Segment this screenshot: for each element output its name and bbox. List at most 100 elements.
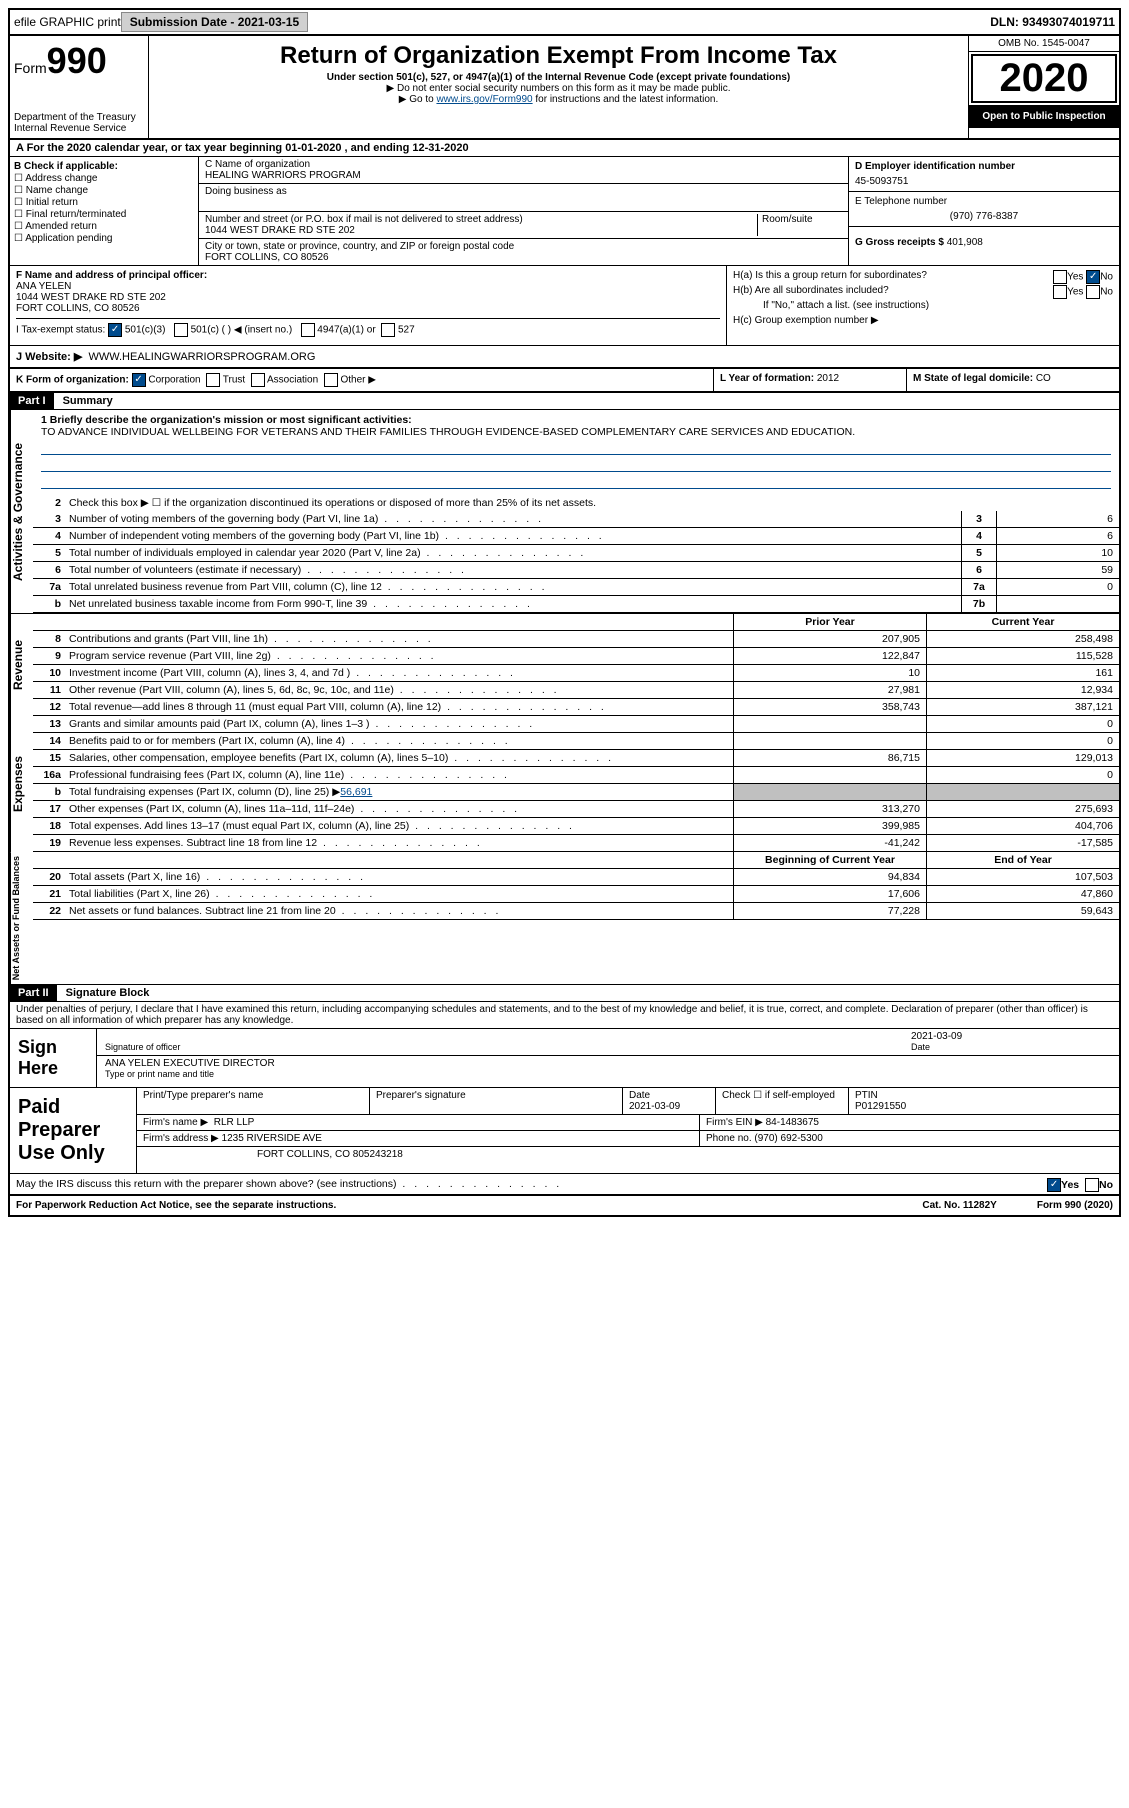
- chk-ha-no[interactable]: ✓: [1086, 270, 1100, 284]
- dln: DLN: 93493074019711: [990, 15, 1115, 29]
- officer-signature[interactable]: Signature of officer: [97, 1029, 903, 1056]
- section-f: F Name and address of principal officer:…: [10, 266, 727, 345]
- state-domicile: CO: [1036, 373, 1051, 384]
- line-b: bNet unrelated business taxable income f…: [33, 596, 1119, 613]
- chk-501c[interactable]: [174, 323, 188, 337]
- public-inspection: Open to Public Inspection: [969, 105, 1119, 128]
- revenue-block: Revenue Prior YearCurrent Year 8Contribu…: [10, 613, 1119, 716]
- section-fh: F Name and address of principal officer:…: [10, 266, 1119, 346]
- calendar-year-line: A For the 2020 calendar year, or tax yea…: [10, 140, 1119, 157]
- org-name: HEALING WARRIORS PROGRAM: [205, 170, 842, 181]
- line-9: 9Program service revenue (Part VIII, lin…: [33, 648, 1119, 665]
- officer-name: ANA YELEN: [16, 281, 71, 292]
- officer-print-name: ANA YELEN EXECUTIVE DIRECTOR: [105, 1058, 275, 1069]
- section-c: C Name of organizationHEALING WARRIORS P…: [199, 157, 848, 265]
- subtitle-2: ▶ Do not enter social security numbers o…: [153, 83, 964, 94]
- submission-date-btn[interactable]: Submission Date - 2021-03-15: [121, 12, 308, 32]
- chk-527荒[interactable]: [381, 323, 395, 337]
- line-21: 21Total liabilities (Part X, line 26)17,…: [33, 886, 1119, 903]
- line-22: 22Net assets or fund balances. Subtract …: [33, 903, 1119, 920]
- gross-receipts: 401,908: [947, 237, 983, 248]
- form-ref: Form 990 (2020): [1037, 1200, 1113, 1211]
- tab-expenses: Expenses: [10, 716, 33, 852]
- line-19: 19Revenue less expenses. Subtract line 1…: [33, 835, 1119, 852]
- line-13: 13Grants and similar amounts paid (Part …: [33, 716, 1119, 733]
- efile-label: efile GRAPHIC print: [14, 15, 121, 29]
- line-12: 12Total revenue—add lines 8 through 11 (…: [33, 699, 1119, 716]
- line-16a: 16aProfessional fundraising fees (Part I…: [33, 767, 1119, 784]
- top-bar: efile GRAPHIC print Submission Date - 20…: [10, 10, 1119, 36]
- chk-amended[interactable]: ☐ Amended return: [14, 221, 194, 232]
- line-5: 5Total number of individuals employed in…: [33, 545, 1119, 562]
- line-4: 4Number of independent voting members of…: [33, 528, 1119, 545]
- line-14: 14Benefits paid to or for members (Part …: [33, 733, 1119, 750]
- header-center: Return of Organization Exempt From Incom…: [149, 36, 968, 138]
- part1-header: Part I Summary: [10, 393, 1119, 410]
- section-b: B Check if applicable: ☐ Address change …: [10, 157, 199, 265]
- tab-net-assets: Net Assets or Fund Balances: [10, 852, 33, 984]
- dept-label: Department of the Treasury Internal Reve…: [14, 112, 144, 134]
- sign-here: Sign Here Signature of officer2021-03-09…: [10, 1029, 1119, 1088]
- chk-discuss-yes[interactable]: ✓: [1047, 1178, 1061, 1192]
- ptin: P01291550: [855, 1101, 906, 1112]
- line-7a: 7aTotal unrelated business revenue from …: [33, 579, 1119, 596]
- col-current-year: Current Year: [926, 614, 1119, 630]
- paid-preparer: Paid Preparer Use Only Print/Type prepar…: [10, 1088, 1119, 1174]
- declaration: Under penalties of perjury, I declare th…: [10, 1002, 1119, 1029]
- form-header: Form990 Department of the Treasury Inter…: [10, 36, 1119, 140]
- phone: (970) 776-8387: [855, 211, 1113, 222]
- chk-discuss-no[interactable]: [1085, 1178, 1099, 1192]
- part2-header: Part II Signature Block: [10, 984, 1119, 1002]
- ein: 45-5093751: [855, 176, 1113, 187]
- line-8: 8Contributions and grants (Part VIII, li…: [33, 631, 1119, 648]
- header-right: OMB No. 1545-0047 2020 Open to Public In…: [968, 36, 1119, 138]
- irs-link[interactable]: www.irs.gov/Form990: [436, 94, 532, 105]
- tab-revenue: Revenue: [10, 614, 33, 716]
- line-18: 18Total expenses. Add lines 13–17 (must …: [33, 818, 1119, 835]
- org-address: 1044 WEST DRAKE RD STE 202: [205, 225, 757, 236]
- line-17: 17Other expenses (Part IX, column (A), l…: [33, 801, 1119, 818]
- chk-name[interactable]: ☐ Name change: [14, 185, 194, 196]
- line-20: 20Total assets (Part X, line 16)94,83410…: [33, 869, 1119, 886]
- sign-date: 2021-03-09: [911, 1031, 962, 1042]
- year-formation: 2012: [817, 373, 839, 384]
- tax-year: 2020: [971, 54, 1117, 103]
- firm-phone: (970) 692-5300: [754, 1133, 822, 1144]
- mission: 1 Briefly describe the organization's mi…: [33, 410, 1119, 495]
- line-6: 6Total number of volunteers (estimate if…: [33, 562, 1119, 579]
- section-bcd: B Check if applicable: ☐ Address change …: [10, 157, 1119, 266]
- omb-no: OMB No. 1545-0047: [969, 36, 1119, 52]
- expenses-block: Expenses 13Grants and similar amounts pa…: [10, 716, 1119, 852]
- website: WWW.HEALINGWARRIORSPROGRAM.ORG: [88, 351, 315, 363]
- section-deg: D Employer identification number45-50937…: [848, 157, 1119, 265]
- chk-initial[interactable]: ☐ Initial return: [14, 197, 194, 208]
- subtitle-1: Under section 501(c), 527, or 4947(a)(1)…: [153, 72, 964, 83]
- website-row: J Website: ▶ WWW.HEALINGWARRIORSPROGRAM.…: [10, 346, 1119, 369]
- line-3: 3Number of voting members of the governi…: [33, 511, 1119, 528]
- form-number: 990: [47, 40, 107, 81]
- chk-final[interactable]: ☐ Final return/terminated: [14, 209, 194, 220]
- chk-self-employed[interactable]: Check ☐ if self-employed: [716, 1088, 849, 1114]
- org-city: FORT COLLINS, CO 80526: [205, 252, 842, 263]
- fundraising-total[interactable]: 56,691: [340, 786, 372, 798]
- firm-name: RLR LLP: [214, 1117, 255, 1128]
- form-title: Return of Organization Exempt From Incom…: [153, 42, 964, 70]
- chk-pending[interactable]: ☐ Application pending: [14, 233, 194, 244]
- discuss-row: May the IRS discuss this return with the…: [10, 1174, 1119, 1196]
- chk-4947[interactable]: [301, 323, 315, 337]
- firm-ein: 84-1483675: [766, 1117, 819, 1128]
- form-990-page: efile GRAPHIC print Submission Date - 20…: [8, 8, 1121, 1217]
- firm-addr: 1235 RIVERSIDE AVE: [222, 1133, 322, 1144]
- prep-date: 2021-03-09: [629, 1101, 680, 1112]
- section-h: H(a) Is this a group return for subordin…: [727, 266, 1119, 345]
- footer: For Paperwork Reduction Act Notice, see …: [10, 1196, 1119, 1215]
- governance-block: Activities & Governance 1 Briefly descri…: [10, 410, 1119, 613]
- chk-address[interactable]: ☐ Address change: [14, 173, 194, 184]
- chk-corp[interactable]: ✓: [132, 373, 146, 387]
- chk-501c3[interactable]: ✓: [108, 323, 122, 337]
- col-prior-year: Prior Year: [733, 614, 926, 630]
- net-assets-block: Net Assets or Fund Balances Beginning of…: [10, 852, 1119, 984]
- header-left: Form990 Department of the Treasury Inter…: [10, 36, 149, 138]
- col-end-year: End of Year: [926, 852, 1119, 868]
- klm-row: K Form of organization: ✓ Corporation Tr…: [10, 369, 1119, 393]
